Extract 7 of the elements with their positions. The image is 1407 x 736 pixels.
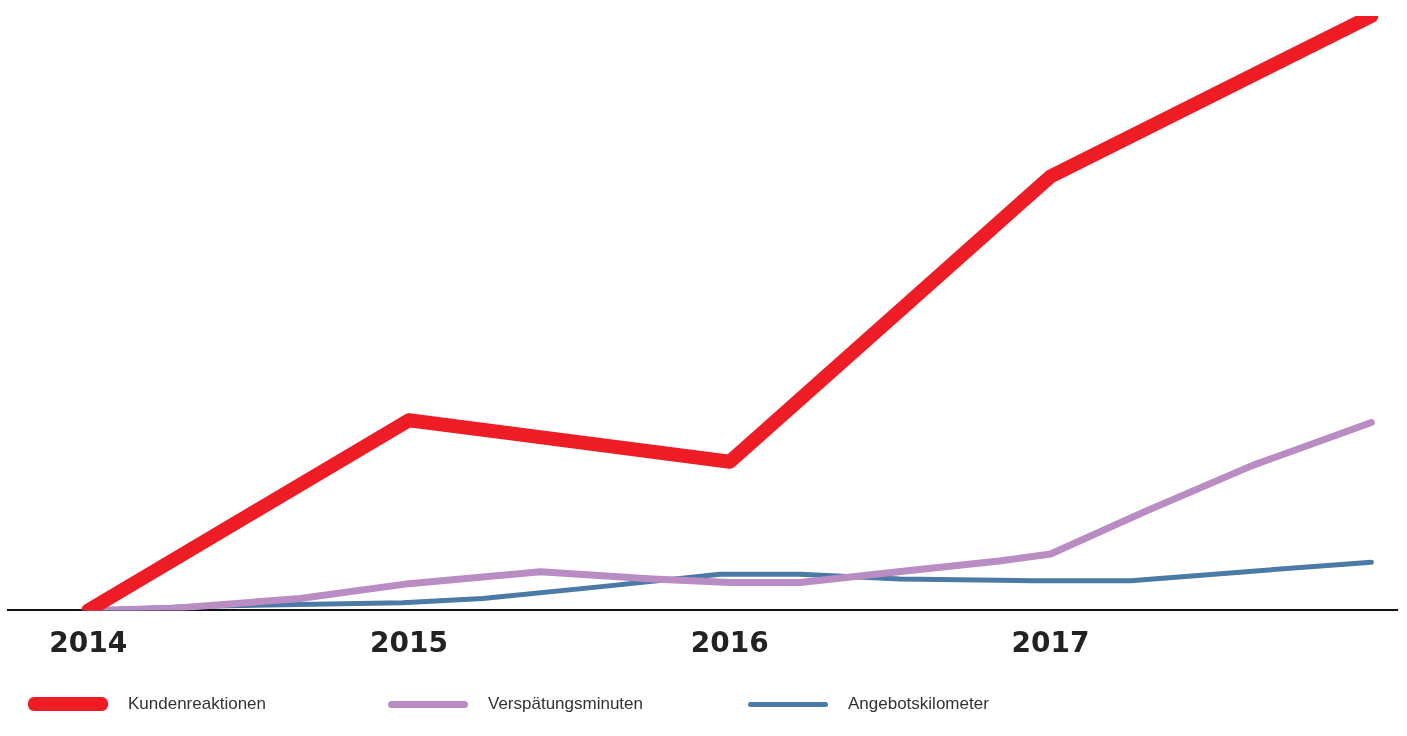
x-tick-label: 2015 — [370, 626, 448, 660]
legend-label: Kundenreaktionen — [128, 694, 267, 714]
x-tick-label: 2016 — [690, 626, 769, 660]
x-tick-label: 2017 — [1011, 626, 1090, 660]
legend-label: Verspätungsminuten — [488, 694, 643, 714]
legend-label: Angebotskilometer — [848, 694, 989, 714]
x-tick-label: 2014 — [49, 626, 128, 660]
